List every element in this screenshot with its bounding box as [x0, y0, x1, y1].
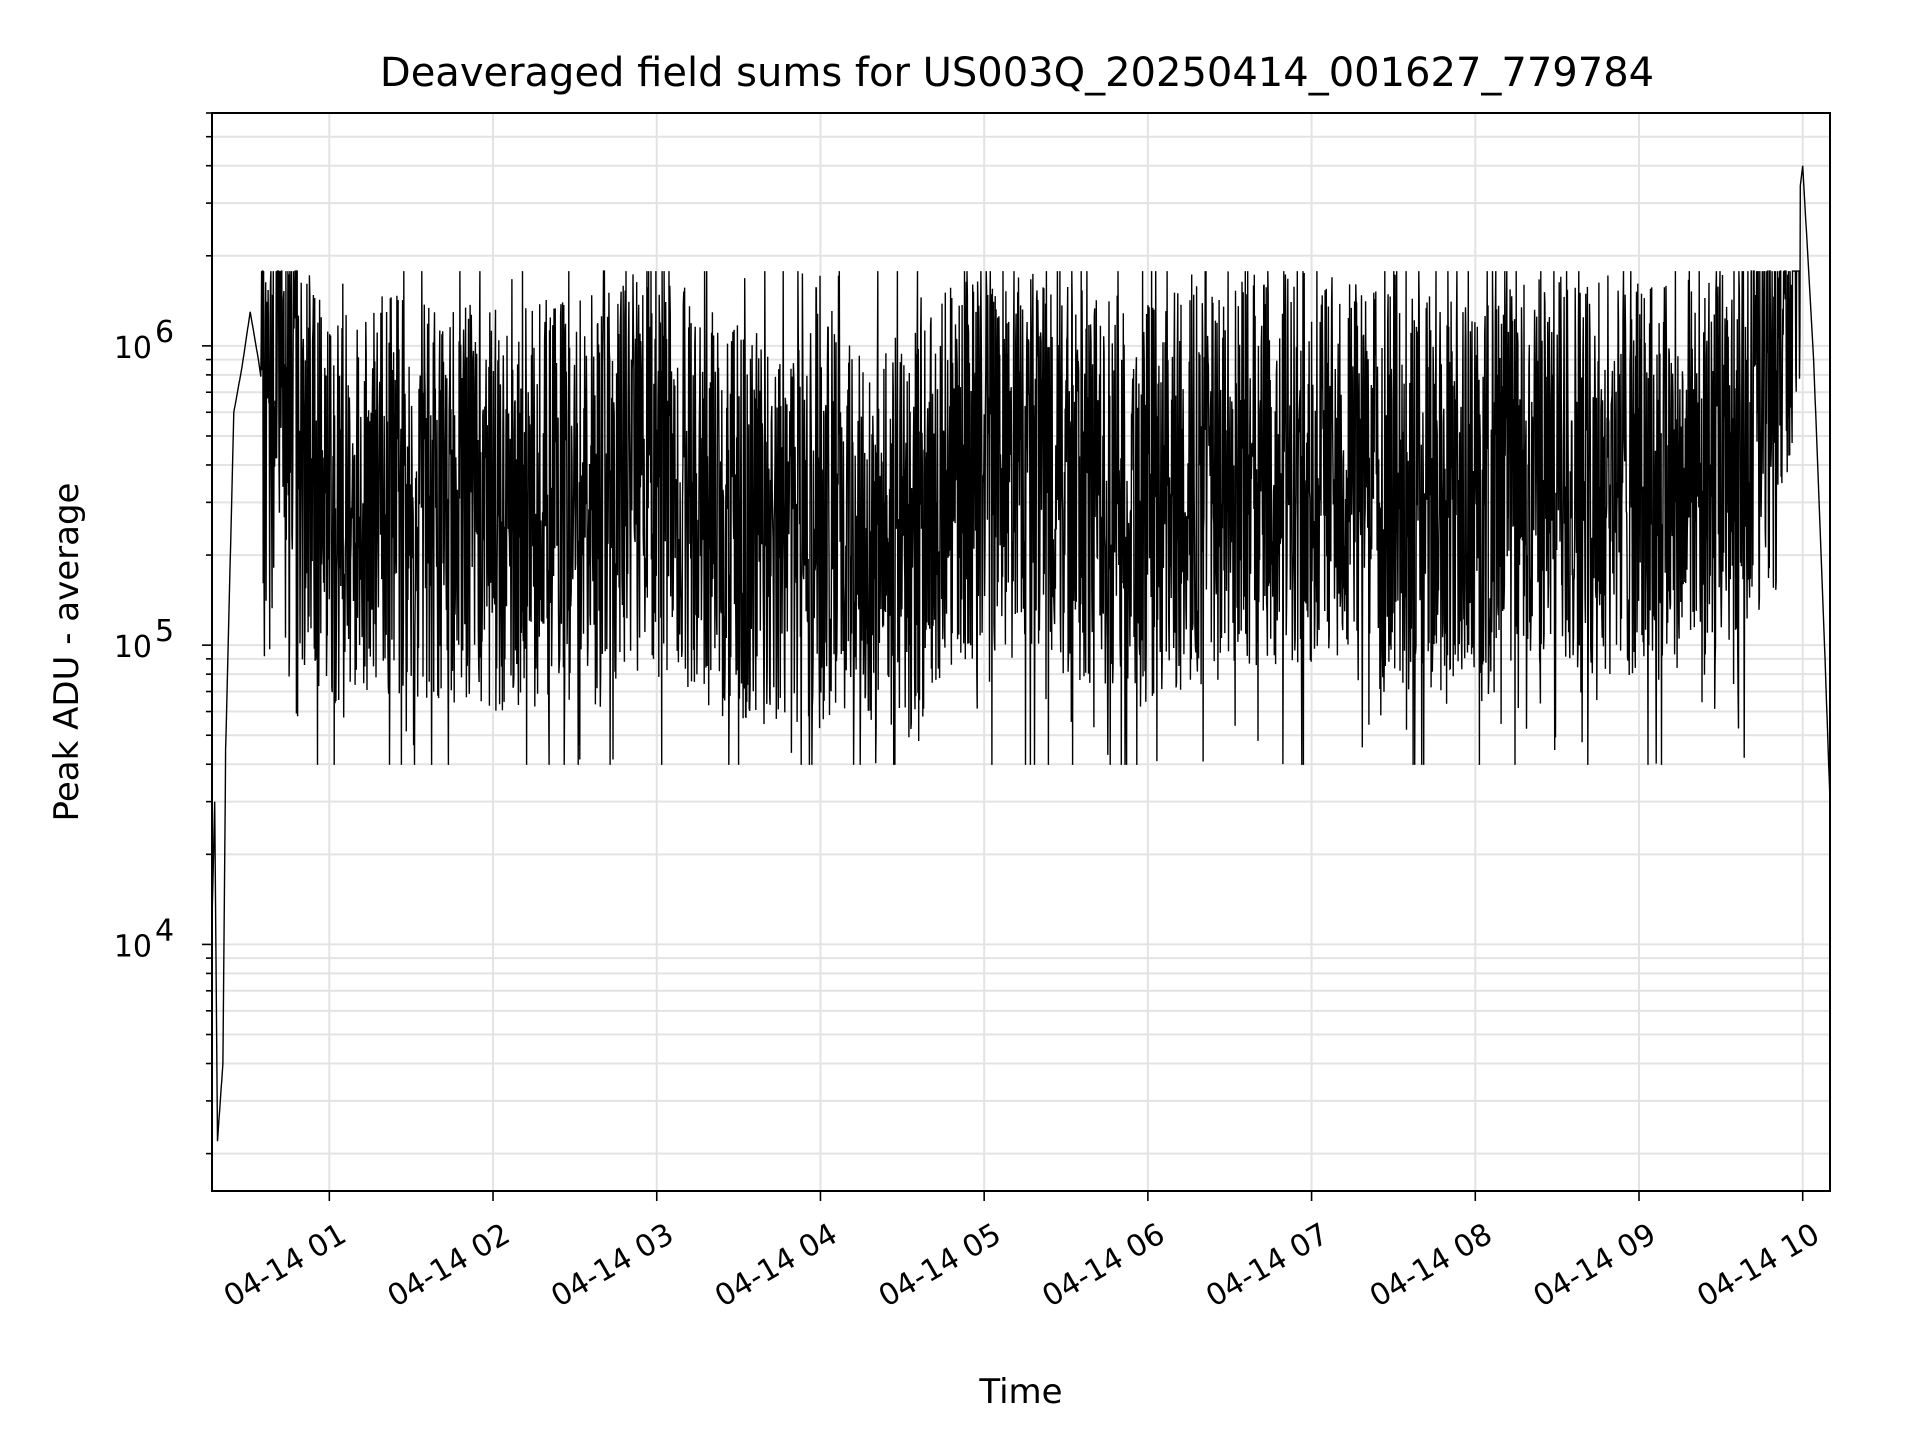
y-tick-label: 10 — [114, 929, 152, 964]
y-tick-exponent: 4 — [155, 913, 174, 948]
x-axis-label: Time — [978, 1372, 1062, 1412]
series-line — [211, 165, 1831, 1142]
y-tick-exponent: 5 — [155, 614, 174, 649]
series-line-layer — [211, 165, 1831, 1142]
y-axis-label: Peak ADU - average — [47, 483, 87, 822]
y-tick-label: 10 — [114, 331, 152, 366]
y-tick-exponent: 6 — [155, 315, 174, 350]
plot-frame — [211, 112, 1831, 1192]
y-tick-label: 10 — [114, 630, 152, 665]
chart-title: Deaveraged field sums for US003Q_2025041… — [380, 50, 1654, 96]
